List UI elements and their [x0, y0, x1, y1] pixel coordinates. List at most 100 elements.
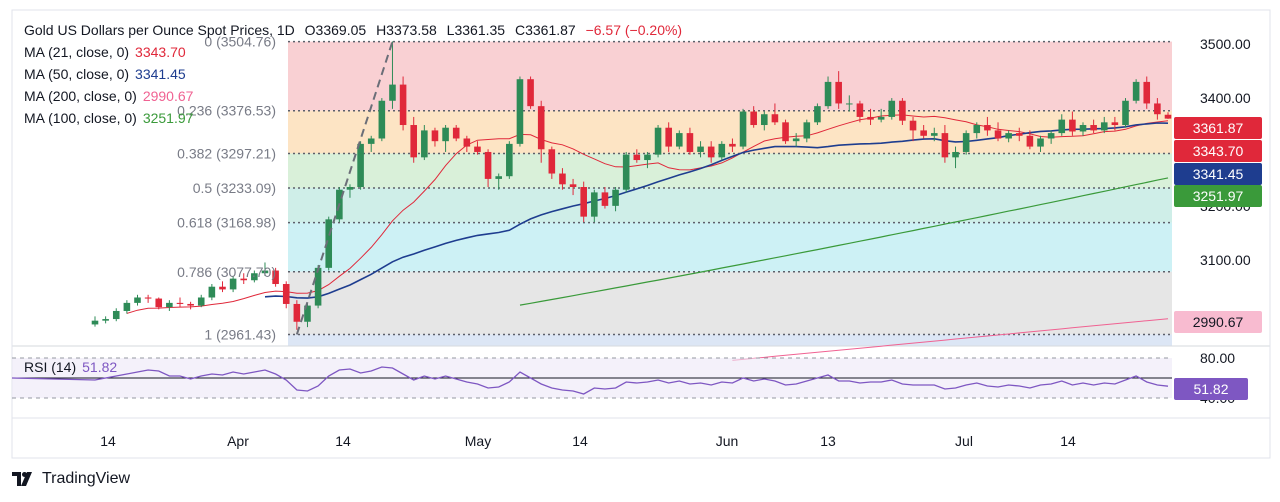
candle: [559, 168, 566, 190]
candle: [941, 125, 949, 163]
candle-body: [399, 84, 407, 126]
price-change: −6.57 (−0.20%): [585, 22, 683, 38]
fib-level-label: 0.618 (3168.98): [177, 215, 276, 231]
candle: [463, 135, 471, 152]
rsi-legend[interactable]: RSI (14) 51.82: [24, 359, 117, 375]
candle: [686, 127, 694, 155]
candle: [484, 149, 492, 187]
candle-body: [877, 116, 885, 120]
candle: [654, 125, 662, 158]
candle-body: [219, 286, 226, 290]
candle-body: [314, 267, 322, 306]
candle: [144, 294, 152, 303]
candle-body: [495, 176, 502, 179]
candle-body: [548, 149, 556, 174]
candle: [304, 302, 311, 328]
candle-body: [591, 192, 598, 217]
price-labels: 3361.87 3343.70 3341.45 3251.97 2990.67: [1174, 117, 1262, 333]
candle-body: [474, 146, 481, 152]
rsi-badge-bg: [1174, 378, 1248, 400]
candle: [771, 103, 779, 126]
candle: [877, 108, 885, 123]
fib-level-label: 0.786 (3077.70): [177, 264, 276, 280]
price-badge-bg: [1174, 163, 1262, 185]
candle: [984, 116, 991, 136]
legend-ma200[interactable]: MA (200, close, 0) 2990.67: [24, 88, 193, 104]
candle-body: [920, 130, 927, 136]
candle: [782, 119, 789, 144]
candle: [569, 178, 577, 196]
candle: [155, 297, 163, 310]
candle: [410, 116, 418, 163]
candle: [591, 189, 598, 223]
candle-body: [197, 297, 205, 306]
candle: [1143, 76, 1151, 109]
rsi-badge-text: 51.82: [1193, 381, 1228, 397]
candle: [856, 100, 864, 123]
candle-body: [378, 100, 386, 139]
candle-body: [251, 273, 258, 281]
candle: [835, 71, 842, 109]
rsi-label: RSI (14): [24, 359, 77, 375]
fib-level-label: 0 (3504.76): [204, 34, 276, 50]
candle-body: [750, 111, 757, 126]
candle-body: [91, 320, 99, 325]
candle-body: [697, 146, 704, 152]
candle-body: [803, 122, 811, 139]
candle-body: [516, 79, 524, 144]
candle-body: [1090, 125, 1097, 131]
candle-body: [367, 138, 375, 144]
candle-body: [1122, 100, 1129, 126]
candle: [994, 122, 1002, 142]
candle: [718, 141, 726, 161]
candle-body: [1037, 138, 1044, 147]
candle: [1015, 127, 1023, 142]
price-tick-label: 3400.00: [1200, 90, 1251, 106]
candle: [622, 151, 630, 193]
candle: [633, 149, 641, 163]
candle-body: [601, 192, 609, 206]
candle-body: [1005, 133, 1012, 139]
candle-body: [930, 133, 938, 136]
candle: [739, 108, 747, 150]
candle-body: [644, 154, 651, 161]
ohlc-close: C3361.87: [514, 22, 576, 38]
price-badge-bg: [1174, 117, 1262, 139]
candle-body: [1026, 135, 1034, 147]
candle-body: [994, 130, 1002, 139]
legend-ma21[interactable]: MA (21, close, 0) 3343.70: [24, 44, 186, 60]
candle: [1037, 135, 1044, 152]
candle: [962, 130, 970, 155]
candle: [707, 141, 715, 163]
price-badge: 3343.70: [1174, 140, 1262, 162]
candle: [325, 216, 333, 271]
candle-body: [654, 127, 662, 155]
candle-body: [537, 106, 545, 150]
candle-body: [1111, 122, 1119, 126]
candle: [729, 138, 736, 152]
candle-body: [357, 143, 364, 187]
candle-body: [1143, 81, 1151, 104]
time-tick-label: Apr: [227, 433, 249, 449]
tradingview-logo[interactable]: TradingView: [12, 470, 130, 488]
candle: [176, 297, 184, 308]
legend-ma50[interactable]: MA (50, close, 0) 3341.45: [24, 66, 186, 82]
candle: [431, 127, 439, 147]
legend-ma100[interactable]: MA (100, close, 0) 3251.97: [24, 110, 193, 126]
price-badge-text: 2990.67: [1193, 314, 1244, 330]
candle: [1047, 130, 1055, 144]
candle-body: [909, 120, 917, 131]
candle-body: [304, 305, 311, 322]
candle-body: [867, 116, 874, 120]
candle: [442, 125, 449, 152]
candle-body: [782, 122, 789, 142]
tradingview-logo-icon: [12, 472, 32, 486]
price-badge-text: 3361.87: [1193, 120, 1244, 136]
candle-body: [134, 297, 141, 303]
candle-body: [1132, 81, 1140, 101]
candle: [516, 76, 524, 147]
time-axis[interactable]: 14 Apr 14 May 14 Jun 13 Jul 14: [100, 433, 1076, 449]
candle-body: [676, 133, 683, 147]
candle: [676, 130, 683, 150]
